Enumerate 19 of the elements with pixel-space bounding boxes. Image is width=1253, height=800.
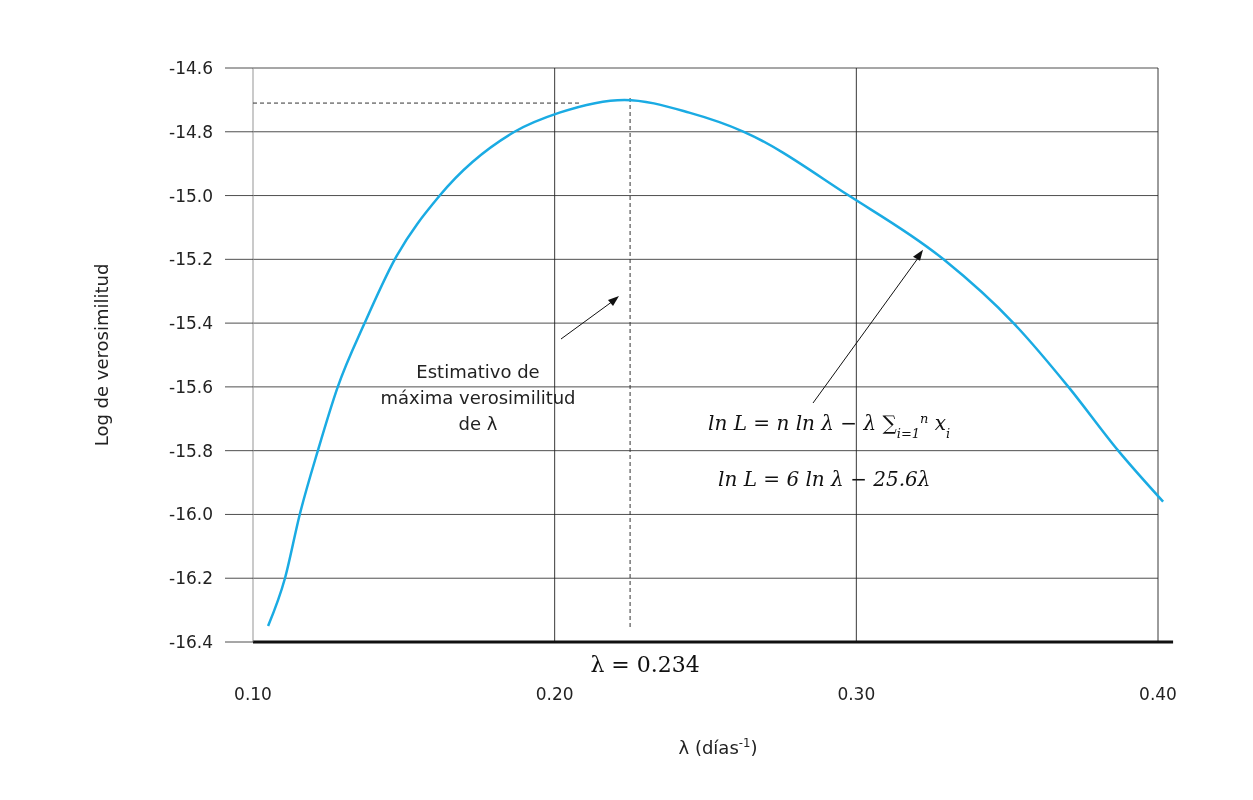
annotation: ln L = 6 ln λ − 25.6λ — [718, 467, 931, 491]
y-tick-label: -15.4 — [169, 313, 213, 334]
y-tick-label: -15.2 — [169, 249, 213, 270]
y-tick-label: -14.6 — [169, 57, 213, 78]
y-tick-label: -15.8 — [169, 440, 213, 461]
y-tick-label: -16.0 — [169, 504, 213, 525]
annotation: ln L = n ln λ − λ ∑$_{i=1}$$^{n}$ x$_{i}$ — [708, 410, 951, 441]
x-tick-label: 0.40 — [1139, 684, 1177, 704]
text: λ = 0.234 — [590, 652, 700, 677]
y-tick-label: -15.6 — [169, 376, 213, 397]
y-tick-label: -16.2 — [169, 568, 213, 589]
y-tick-label: -16.4 — [169, 631, 213, 652]
y-tick-label: -15.0 — [169, 185, 213, 206]
x-tick-label: 0.20 — [535, 684, 574, 704]
y-axis-title: Log de verosimilitud — [91, 263, 112, 447]
x-tick-label: 0.10 — [234, 684, 272, 704]
y-tick-label: -14.8 — [169, 121, 213, 142]
x-tick-label: 0.30 — [837, 684, 876, 704]
x-axis-title: λ (días$^{-1}$) — [678, 736, 758, 758]
